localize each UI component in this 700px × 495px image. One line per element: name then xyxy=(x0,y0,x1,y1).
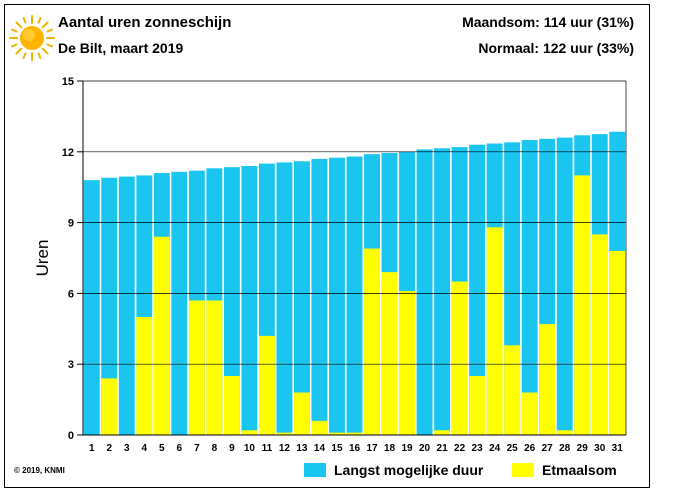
x-tick-label: 17 xyxy=(366,443,378,454)
x-tick-label: 21 xyxy=(437,443,449,454)
bar-daily-sum xyxy=(504,345,521,435)
x-tick-label: 31 xyxy=(612,443,624,454)
chart-subtitle: De Bilt, maart 2019 xyxy=(58,40,184,56)
bar-max-duration xyxy=(101,177,118,435)
bar-max-duration xyxy=(118,176,135,435)
bar-max-duration xyxy=(434,148,451,435)
bar-daily-sum xyxy=(276,432,293,435)
x-tick-label: 24 xyxy=(489,443,501,454)
x-tick-label: 1 xyxy=(89,443,95,454)
bar-daily-sum xyxy=(486,227,503,435)
legend-label-daily-sum: Etmaalsom xyxy=(542,462,617,478)
x-tick-label: 15 xyxy=(331,443,343,454)
bar-max-duration xyxy=(223,167,240,435)
x-tick-label: 12 xyxy=(279,443,291,454)
x-tick-label: 2 xyxy=(106,443,112,454)
bar-daily-sum xyxy=(609,250,626,435)
bar-max-duration xyxy=(311,158,328,435)
bar-daily-sum xyxy=(469,376,486,435)
bar-daily-sum xyxy=(188,300,205,435)
x-tick-label: 29 xyxy=(577,443,589,454)
bar-daily-sum xyxy=(574,175,591,435)
x-tick-label: 25 xyxy=(507,443,519,454)
month-sum: Maandsom: 114 uur (31%) xyxy=(462,14,634,30)
bar-max-duration xyxy=(346,156,363,435)
x-tick-label: 8 xyxy=(212,443,218,454)
y-tick-label: 9 xyxy=(68,218,74,230)
legend-max-duration: Langst mogelijke duur xyxy=(304,462,483,478)
bar-max-duration xyxy=(241,165,258,435)
bar-daily-sum xyxy=(223,376,240,435)
x-tick-label: 13 xyxy=(296,443,308,454)
bar-daily-sum xyxy=(399,291,416,435)
legend-swatch-max-duration xyxy=(304,463,326,477)
x-tick-label: 10 xyxy=(244,443,256,454)
x-tick-label: 9 xyxy=(229,443,235,454)
bar-max-duration xyxy=(276,162,293,436)
bar-max-duration xyxy=(556,137,573,435)
bar-max-duration xyxy=(416,149,433,435)
bar-daily-sum xyxy=(153,236,170,435)
x-tick-label: 11 xyxy=(262,443,273,454)
y-axis-label: Uren xyxy=(33,240,52,277)
bar-daily-sum xyxy=(136,317,153,435)
bar-daily-sum xyxy=(539,324,556,435)
x-tick-label: 19 xyxy=(401,443,413,454)
x-tick-label: 4 xyxy=(142,443,148,454)
x-tick-label: 26 xyxy=(524,443,536,454)
bar-max-duration xyxy=(171,171,188,436)
y-tick-label: 15 xyxy=(62,76,74,88)
bar-daily-sum xyxy=(329,432,345,435)
bar-daily-sum xyxy=(364,248,380,435)
legend-swatch-daily-sum xyxy=(512,463,534,477)
bar-max-duration xyxy=(329,157,345,435)
bar-daily-sum xyxy=(293,392,310,435)
x-tick-label: 5 xyxy=(159,443,165,454)
bar-max-duration xyxy=(469,144,486,435)
x-tick-label: 30 xyxy=(594,443,606,454)
bar-daily-sum xyxy=(556,430,573,435)
bar-daily-sum xyxy=(521,392,538,435)
x-tick-label: 28 xyxy=(559,443,571,454)
x-tick-label: 16 xyxy=(349,443,361,454)
y-tick-label: 0 xyxy=(68,430,74,442)
sun-icon xyxy=(9,15,55,61)
y-tick-label: 3 xyxy=(68,359,74,371)
bar-daily-sum xyxy=(241,430,258,435)
legend-label-max-duration: Langst mogelijke duur xyxy=(334,462,484,478)
chart-title: Aantal uren zonneschijn xyxy=(58,14,232,31)
x-tick-label: 22 xyxy=(454,443,466,454)
normal-value: Normaal: 122 uur (33%) xyxy=(478,40,634,56)
bar-daily-sum xyxy=(591,234,608,435)
bar-max-duration xyxy=(521,140,538,435)
x-tick-label: 20 xyxy=(419,443,431,454)
bar-daily-sum xyxy=(101,378,118,435)
bar-max-duration xyxy=(293,161,310,436)
bar-daily-sum xyxy=(381,272,398,435)
bar-daily-sum xyxy=(434,430,451,435)
legend-daily-sum: Etmaalsom xyxy=(512,462,617,478)
copyright: © 2019, KNMI xyxy=(14,466,65,475)
bar-daily-sum xyxy=(451,281,468,435)
y-tick-label: 12 xyxy=(62,147,74,159)
y-tick-label: 6 xyxy=(68,288,74,300)
x-tick-label: 6 xyxy=(177,443,183,454)
bar-daily-sum xyxy=(258,335,275,435)
bar-max-duration xyxy=(83,180,100,435)
bar-daily-sum xyxy=(346,432,363,435)
x-tick-label: 23 xyxy=(472,443,484,454)
x-tick-label: 18 xyxy=(384,443,396,454)
bar-daily-sum xyxy=(311,420,328,435)
x-tick-label: 7 xyxy=(194,443,200,454)
x-tick-label: 3 xyxy=(124,443,130,454)
x-tick-label: 14 xyxy=(314,443,326,454)
bar-daily-sum xyxy=(206,300,223,435)
x-tick-label: 27 xyxy=(542,443,554,454)
